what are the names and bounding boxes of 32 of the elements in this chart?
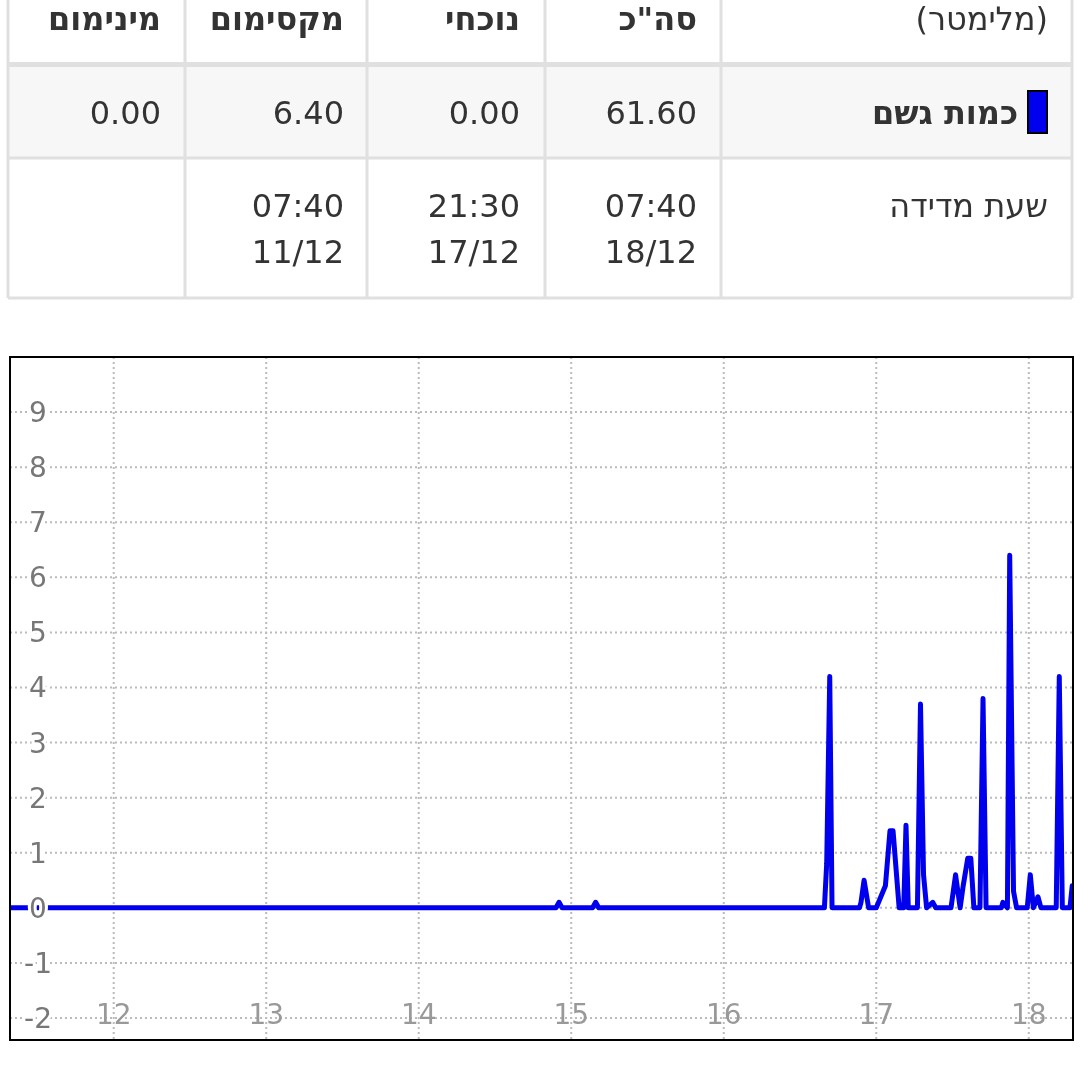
y-tick-label: 5 [29,616,47,650]
y-tick-label: -2 [24,1001,52,1035]
y-tick-label: 7 [29,506,47,540]
y-tick-label: 6 [29,561,47,595]
y-tick-label: 4 [29,671,47,705]
y-tick-label: -1 [24,946,52,980]
text: נוכחי [444,0,520,38]
text: 6.40 [272,94,344,132]
y-tick-label: 9 [29,396,47,430]
x-tick-label: 15 [553,998,590,1031]
x-tick-label: 18 [1010,998,1047,1031]
text: (מלימטר) [915,0,1048,38]
text: 0.00 [89,94,161,132]
text: 07:40 11/12 [251,187,344,271]
x-tick-label: 14 [400,998,437,1031]
x-tick-label: 13 [248,998,285,1031]
x-tick-label: 12 [95,998,132,1031]
text: 21:30 17/12 [427,187,520,271]
y-tick-label: 8 [29,451,47,485]
y-tick-label: 3 [29,726,47,760]
y-tick-label: 1 [29,836,47,870]
text: 07:40 18/12 [604,187,697,271]
text: מקסימום [209,0,344,38]
text: סה"כ [618,0,697,38]
y-tick-label: 2 [29,781,47,815]
text: מינימום [48,0,161,38]
text: 0.00 [448,94,520,132]
x-tick-label: 17 [858,998,895,1031]
text: 61.60 [605,94,697,132]
x-tick-label: 16 [705,998,742,1031]
text: שעת מדידה [889,187,1048,225]
legend-label: כמות גשם [871,94,1018,132]
